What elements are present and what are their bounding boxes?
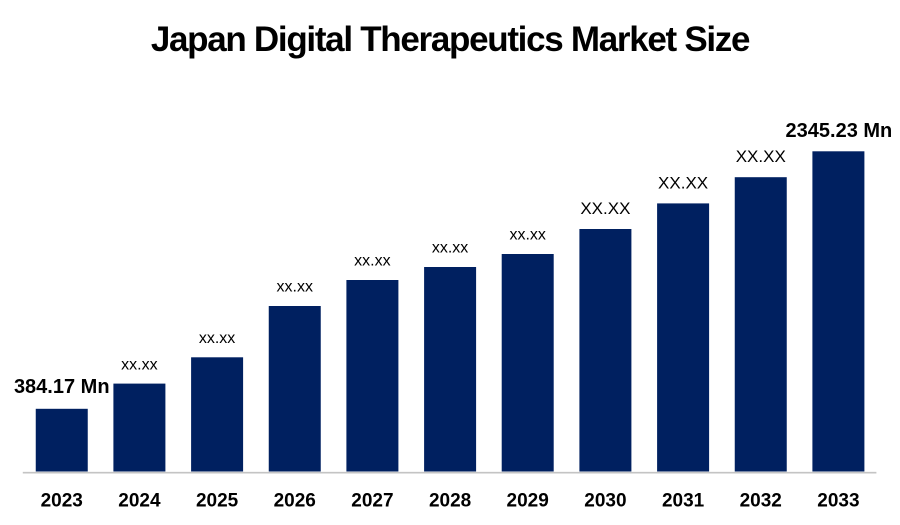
svg-text:2024: 2024 — [118, 491, 161, 512]
svg-text:2028: 2028 — [429, 491, 471, 512]
svg-text:XX.XX: XX.XX — [658, 173, 708, 192]
svg-text:xx.xx: xx.xx — [354, 253, 390, 270]
svg-text:2032: 2032 — [740, 491, 782, 512]
svg-text:2031: 2031 — [662, 491, 705, 512]
svg-text:xx.xx: xx.xx — [277, 279, 313, 296]
svg-text:2033: 2033 — [817, 491, 859, 512]
svg-text:2029: 2029 — [507, 491, 549, 512]
svg-text:xx.xx: xx.xx — [432, 240, 468, 257]
svg-text:2023: 2023 — [41, 491, 83, 512]
svg-text:XX.XX: XX.XX — [580, 199, 630, 218]
svg-text:XX.XX: XX.XX — [736, 147, 786, 166]
svg-text:xx.xx: xx.xx — [121, 356, 157, 373]
svg-text:2345.23 Mn: 2345.23 Mn — [786, 120, 893, 142]
svg-text:384.17 Mn: 384.17 Mn — [14, 376, 110, 398]
svg-text:2025: 2025 — [196, 491, 239, 512]
svg-text:xx.xx: xx.xx — [509, 227, 545, 244]
svg-text:2026: 2026 — [274, 491, 316, 512]
svg-text:2027: 2027 — [351, 491, 393, 512]
svg-text:xx.xx: xx.xx — [199, 330, 235, 347]
svg-text:Japan Digital Therapeutics Mar: Japan Digital Therapeutics Market Size — [151, 20, 750, 59]
svg-text:2030: 2030 — [584, 491, 626, 512]
